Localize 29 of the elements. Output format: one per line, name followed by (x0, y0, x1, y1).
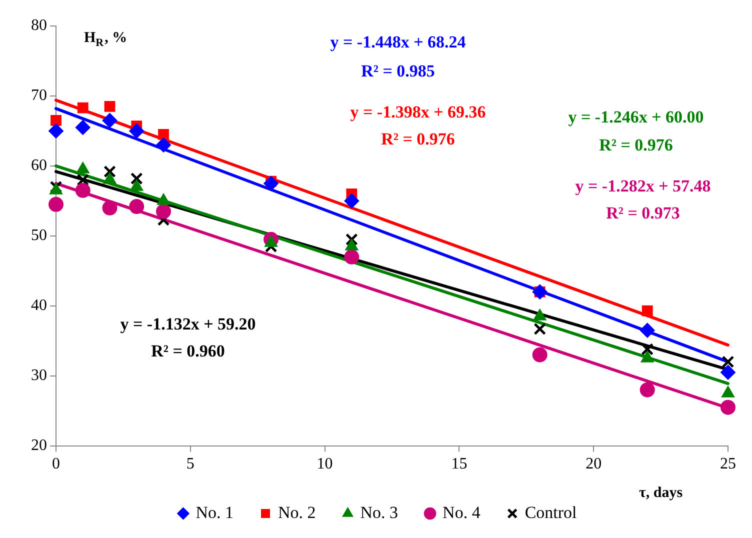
x-tick-label: 25 (720, 456, 736, 473)
y-tick-label: 50 (31, 227, 47, 244)
y-tick-label: 20 (31, 437, 47, 454)
x-tick-label: 10 (316, 456, 333, 473)
legend-label: No. 2 (278, 502, 316, 522)
annotation: R² = 0.976 (381, 129, 455, 148)
annotation: y = -1.398x + 69.36 (350, 102, 486, 122)
x-tick-label: 20 (586, 456, 602, 473)
annotation: R² = 0.960 (151, 341, 225, 360)
annotation: y = -1.282x + 57.48 (575, 176, 711, 196)
x-axis-title: τ, days (639, 484, 683, 501)
legend-label: No. 3 (360, 502, 398, 522)
y-tick-label: 60 (31, 157, 47, 174)
annotation: R² = 0.985 (361, 61, 435, 80)
y-tick-label: 80 (31, 17, 47, 34)
legend-label: No. 4 (442, 502, 481, 522)
y-tick-label: 30 (31, 367, 47, 384)
legend-label: Control (524, 502, 578, 522)
y-tick-label: 70 (31, 87, 47, 104)
annotation: R² = 0.973 (606, 203, 680, 222)
x-tick-label: 5 (186, 456, 194, 473)
x-tick-label: 0 (52, 456, 60, 473)
annotation: R² = 0.976 (599, 135, 673, 154)
annotation: y = -1.246x + 60.00 (568, 107, 704, 126)
annotation: y = -1.132x + 59.20 (120, 314, 256, 334)
legend-label: No. 1 (196, 502, 234, 522)
y-tick-label: 40 (31, 297, 47, 314)
annotation: y = -1.448x + 68.24 (330, 32, 466, 52)
x-tick-label: 15 (451, 456, 468, 473)
